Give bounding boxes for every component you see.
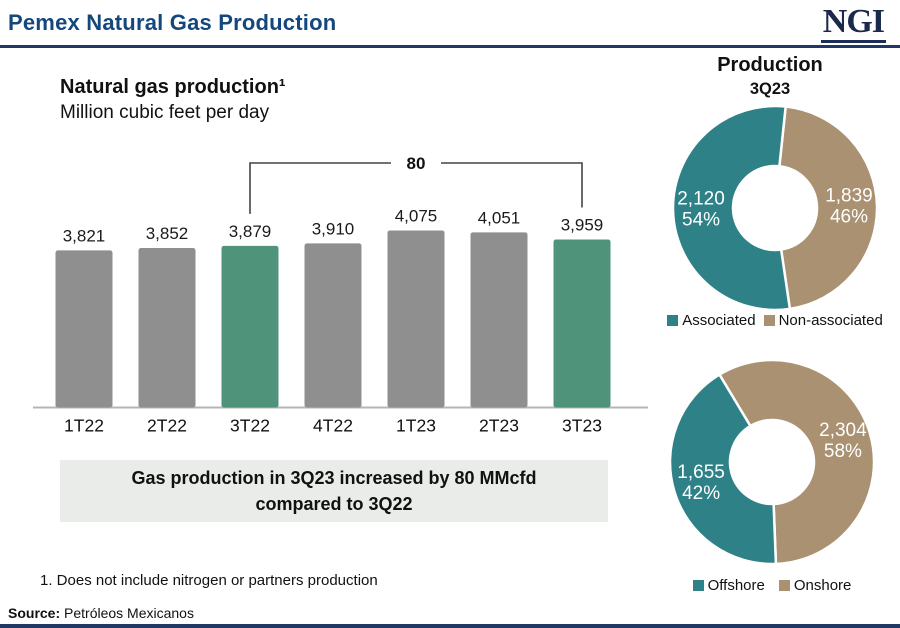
donut-value-label-offshore: 1,655 [677,462,725,483]
source-line: Source: Petróleos Mexicanos [8,605,194,621]
donut-segment-offshore [668,373,778,566]
bar-value-label-1T22: 3,821 [63,226,106,245]
x-tick-4T22: 4T22 [313,416,353,436]
legend-label-offshore: Offshore [707,577,765,594]
donut-segment-associated [671,104,792,312]
bar-2T23 [470,232,528,408]
x-tick-1T23: 1T23 [396,416,436,436]
note-line-1: Gas production in 3Q23 increased by 80 M… [131,468,537,488]
donut-value-label-non-associated: 1,839 [825,185,873,206]
donut-pct-label-non-associated: 46% [830,206,868,227]
bar-4T22 [304,243,362,408]
donut-value-label-associated: 2,120 [677,189,725,210]
page-title: Pemex Natural Gas Production [8,10,337,35]
x-tick-1T22: 1T22 [64,416,104,436]
legend-item-associated: Associated [667,312,756,329]
legend-label-onshore: Onshore [793,577,852,594]
donut-pct-label-onshore: 58% [824,441,862,462]
donut-value-label-onshore: 2,304 [819,420,867,441]
note-line-2: compared to 3Q22 [255,494,413,514]
bracket-annotation [249,162,583,214]
donut-panel-title: Production [717,54,823,76]
bar-3T22 [221,245,279,408]
bar-value-label-4T22: 3,910 [312,219,355,238]
donut-pct-label-offshore: 42% [682,483,720,504]
bar-3T23 [553,239,611,408]
legend-label-associated: Associated [682,312,756,329]
x-tick-3T23: 3T23 [562,416,602,436]
bar-value-label-1T23: 4,075 [395,206,438,225]
bottom-divider [0,624,900,628]
source-text: Petróleos Mexicanos [60,605,194,621]
bar-value-label-2T22: 3,852 [146,224,189,243]
legend-swatch-onshore [778,580,790,591]
legend-item-onshore: Onshore [778,577,852,594]
x-tick-3T22: 3T22 [230,416,270,436]
bar-chart-subtitle: Million cubic feet per day [60,102,270,123]
bracket-label: 80 [407,154,426,173]
bar-1T22 [55,250,113,408]
legend-swatch-associated [667,315,679,326]
bar-value-label-3T22: 3,879 [229,222,272,241]
bar-1T23 [387,230,445,408]
donut-segment-onshore [718,358,876,566]
legend-label-non-associated: Non-associated [778,312,883,329]
bar-chart-title: Natural gas production¹ [60,76,286,98]
x-tick-2T23: 2T23 [479,416,519,436]
donut-pct-label-associated: 54% [682,210,720,231]
bar-value-label-3T23: 3,959 [561,216,604,235]
x-tick-2T22: 2T22 [147,416,187,436]
donut-segment-non-associated [778,105,879,311]
legend-associated: Associated Non-associated [650,312,900,329]
note-box: Gas production in 3Q23 increased by 80 M… [60,460,608,522]
footnote: 1. Does not include nitrogen or partners… [40,572,378,589]
ngi-logo: NGI [820,4,886,43]
source-label: Source: [8,605,61,621]
legend-swatch-offshore [692,580,704,591]
donut-panel-subtitle: 3Q23 [749,80,791,98]
legend-item-non-associated: Non-associated [763,312,883,329]
bar-chart: 3,821 1T22 3,852 2T22 3,879 3T22 3,910 4T22 4,07… [33,154,648,436]
bar-value-label-2T23: 4,051 [478,208,521,227]
legend-swatch-non-associated [763,315,775,326]
bar-2T22 [138,247,196,408]
legend-item-offshore: Offshore [692,577,765,594]
legend-offshore: Offshore Onshore [647,577,897,594]
header-divider [0,45,900,48]
